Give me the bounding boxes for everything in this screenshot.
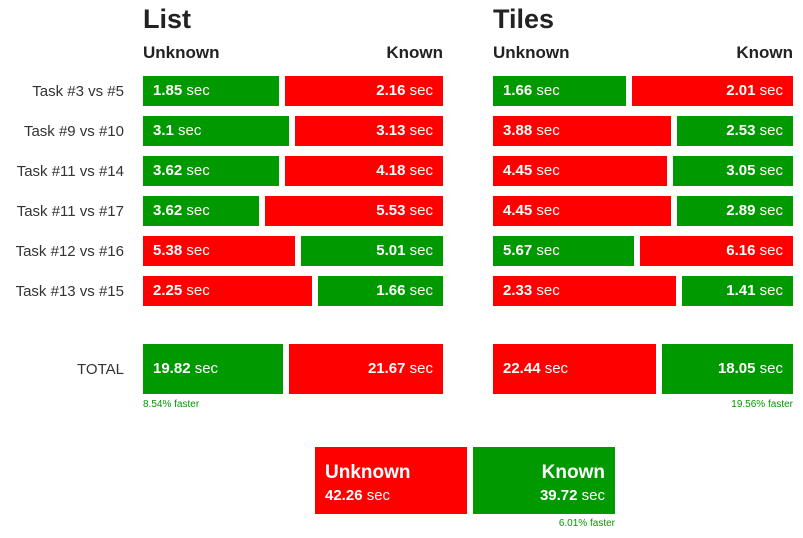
row-unknown-bar: 5.67 sec — [493, 236, 634, 266]
row-known-bar: 3.13 sec — [295, 116, 443, 146]
row-known-bar: 5.53 sec — [265, 196, 443, 226]
known-column-header: Known — [736, 43, 793, 62]
row-label: Task #9 vs #10 — [23, 123, 124, 140]
row-label: Task #13 vs #15 — [15, 283, 124, 300]
grand-total-known-label: Known — [541, 462, 605, 483]
row-unknown-bar: 2.33 sec — [493, 276, 676, 306]
row-known-bar: 6.16 sec — [640, 236, 793, 266]
row-unknown-bar: 3.88 sec — [493, 116, 671, 146]
panel-title: Tiles — [493, 4, 555, 34]
total-known-bar: 21.67 sec — [289, 344, 443, 394]
row-unknown-bar: 3.1 sec — [143, 116, 289, 146]
row-known-bar: 5.01 sec — [301, 236, 443, 266]
row-label: Task #3 vs #5 — [32, 83, 124, 100]
row-label: Task #11 vs #17 — [16, 203, 124, 220]
unknown-column-header: Unknown — [143, 43, 220, 62]
row-known-bar: 2.53 sec — [677, 116, 793, 146]
faster-note: 19.56% faster — [731, 399, 793, 410]
row-unknown-bar: 1.85 sec — [143, 76, 279, 106]
faster-note: 8.54% faster — [143, 399, 200, 410]
panel-title: List — [143, 4, 192, 34]
row-unknown-bar: 5.38 sec — [143, 236, 295, 266]
grand-total-unknown-value: 42.26 sec — [325, 487, 391, 504]
row-known-bar: 2.89 sec — [677, 196, 793, 226]
row-unknown-bar: 3.62 sec — [143, 156, 279, 186]
total-unknown-bar: 19.82 sec — [143, 344, 283, 394]
grand-total-known-value: 39.72 sec — [539, 487, 605, 504]
row-label: Task #11 vs #14 — [16, 163, 124, 180]
total-known-bar: 18.05 sec — [662, 344, 793, 394]
row-label: Task #12 vs #16 — [15, 243, 124, 260]
row-known-bar: 1.41 sec — [682, 276, 793, 306]
row-known-bar: 4.18 sec — [285, 156, 443, 186]
known-column-header: Known — [386, 43, 443, 62]
row-unknown-bar: 3.62 sec — [143, 196, 259, 226]
grand-total-unknown-bar: Unknown 42.26 sec — [315, 447, 467, 514]
total-unknown-bar: 22.44 sec — [493, 344, 656, 394]
row-unknown-bar: 4.45 sec — [493, 196, 671, 226]
row-unknown-bar: 2.25 sec — [143, 276, 312, 306]
grand-total-known-bar: Known 39.72 sec — [473, 447, 615, 514]
row-known-bar: 1.66 sec — [318, 276, 443, 306]
row-known-bar: 3.05 sec — [673, 156, 793, 186]
grand-total-faster-note: 6.01% faster — [558, 518, 615, 529]
row-unknown-bar: 1.66 sec — [493, 76, 626, 106]
total-label: TOTAL — [77, 361, 124, 378]
row-known-bar: 2.16 sec — [285, 76, 443, 106]
unknown-column-header: Unknown — [493, 43, 570, 62]
row-unknown-bar: 4.45 sec — [493, 156, 667, 186]
grand-total-unknown-label: Unknown — [325, 462, 411, 483]
row-known-bar: 2.01 sec — [632, 76, 793, 106]
